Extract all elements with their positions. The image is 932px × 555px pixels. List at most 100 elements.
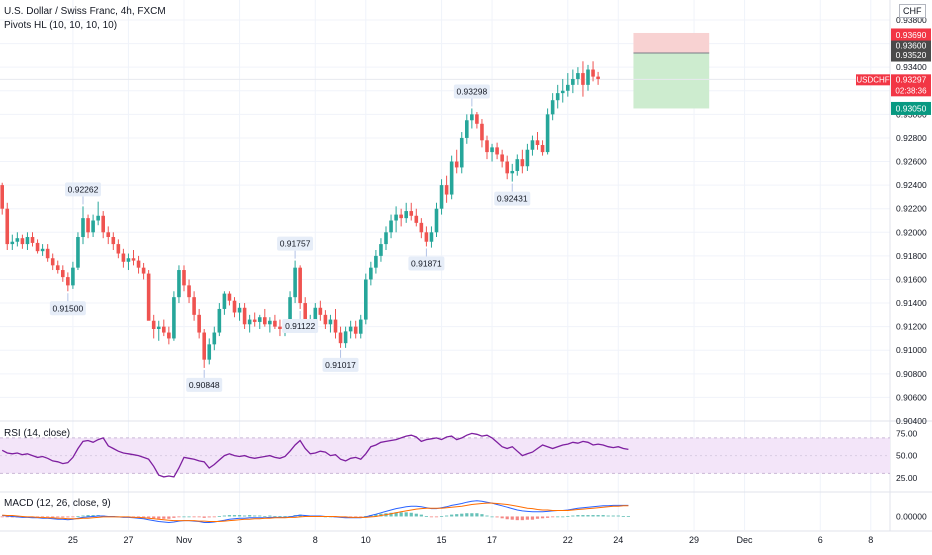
candle[interactable] (439, 185, 444, 209)
candle[interactable] (500, 154, 504, 162)
take-profit-zone[interactable] (633, 53, 710, 109)
candle[interactable] (424, 232, 429, 242)
candle[interactable] (242, 307, 247, 325)
candle[interactable] (364, 279, 368, 320)
candle[interactable] (81, 218, 85, 238)
candle[interactable] (328, 319, 333, 325)
candle[interactable] (268, 320, 272, 325)
candle[interactable] (485, 140, 489, 153)
candle[interactable] (444, 185, 449, 195)
candle[interactable] (560, 90, 565, 94)
pivot-label-box[interactable] (186, 377, 223, 392)
candle[interactable] (192, 297, 196, 315)
symbol-badge-box[interactable] (856, 74, 890, 86)
candle[interactable] (5, 208, 10, 245)
candle[interactable] (505, 161, 509, 174)
candle[interactable] (353, 326, 358, 334)
candle[interactable] (187, 285, 191, 298)
candle[interactable] (545, 114, 550, 153)
stop-price-badge-box[interactable] (891, 28, 931, 42)
candle[interactable] (389, 220, 393, 233)
candle[interactable] (333, 319, 338, 333)
candle[interactable] (257, 317, 262, 322)
candle[interactable] (71, 267, 75, 286)
target-price-badge-box[interactable] (891, 101, 931, 115)
candle[interactable] (288, 297, 292, 325)
macd-indicator-label[interactable]: MACD (12, 26, close, 9) (4, 498, 111, 509)
candle[interactable] (343, 331, 348, 344)
candle[interactable] (222, 293, 227, 309)
candle[interactable] (318, 307, 323, 315)
candle[interactable] (247, 319, 252, 325)
candle[interactable] (454, 161, 459, 168)
candle[interactable] (470, 114, 474, 121)
candle[interactable] (232, 300, 237, 313)
candle[interactable] (126, 258, 131, 262)
candle[interactable] (106, 232, 111, 238)
candle[interactable] (348, 326, 353, 332)
candle[interactable] (379, 244, 383, 256)
candle[interactable] (465, 120, 469, 138)
candle[interactable] (50, 258, 55, 266)
pivot-label-box[interactable] (494, 191, 531, 206)
candle[interactable] (313, 307, 318, 320)
candle[interactable] (0, 185, 4, 209)
candle[interactable] (182, 270, 186, 286)
candle[interactable] (141, 267, 146, 274)
candle[interactable] (596, 76, 600, 79)
candle[interactable] (495, 147, 499, 155)
candle[interactable] (212, 332, 217, 345)
candle[interactable] (293, 267, 297, 298)
candle[interactable] (550, 100, 555, 115)
candle[interactable] (520, 159, 525, 167)
candle[interactable] (429, 232, 434, 242)
candle[interactable] (273, 320, 277, 327)
candle[interactable] (459, 137, 464, 168)
candle[interactable] (177, 270, 181, 298)
candle[interactable] (25, 237, 30, 245)
candle[interactable] (510, 170, 515, 174)
candle[interactable] (202, 332, 206, 360)
candle[interactable] (111, 237, 116, 245)
candle[interactable] (298, 267, 302, 304)
entry-price-badge-box[interactable] (891, 48, 931, 62)
candle[interactable] (434, 208, 439, 233)
last-price-badge-box[interactable] (891, 74, 931, 97)
candle[interactable] (449, 161, 454, 195)
stop-loss-zone[interactable] (633, 32, 710, 54)
candle[interactable] (136, 260, 141, 268)
candle[interactable] (151, 320, 156, 330)
pivots-indicator-label[interactable]: Pivots HL (10, 10, 10, 10) (4, 20, 118, 31)
pivot-label-box[interactable] (408, 256, 445, 271)
candle[interactable] (252, 319, 257, 322)
candle[interactable] (586, 69, 590, 85)
candle[interactable] (263, 317, 267, 325)
candle[interactable] (490, 147, 494, 153)
candle[interactable] (45, 248, 50, 259)
candle[interactable] (131, 258, 136, 261)
candle[interactable] (525, 149, 530, 167)
candle[interactable] (167, 332, 171, 339)
candle[interactable] (197, 314, 201, 333)
candle[interactable] (61, 270, 65, 278)
candle[interactable] (40, 248, 45, 252)
rsi-indicator-label[interactable]: RSI (14, close) (4, 428, 71, 439)
candle[interactable] (76, 237, 80, 268)
candle[interactable] (86, 218, 90, 233)
candle[interactable] (217, 308, 222, 333)
candle[interactable] (374, 255, 378, 268)
candle[interactable] (566, 84, 570, 91)
candle[interactable] (20, 238, 25, 245)
candle[interactable] (101, 215, 105, 233)
candle[interactable] (540, 145, 545, 153)
candle[interactable] (480, 123, 484, 141)
candle[interactable] (409, 211, 414, 216)
candle[interactable] (146, 273, 151, 321)
candle[interactable] (55, 265, 60, 271)
candle[interactable] (237, 307, 242, 313)
candle[interactable] (35, 242, 40, 252)
candle[interactable] (369, 267, 373, 280)
candle[interactable] (30, 237, 35, 243)
pivot-label-box[interactable] (322, 357, 359, 372)
candle[interactable] (581, 73, 585, 85)
